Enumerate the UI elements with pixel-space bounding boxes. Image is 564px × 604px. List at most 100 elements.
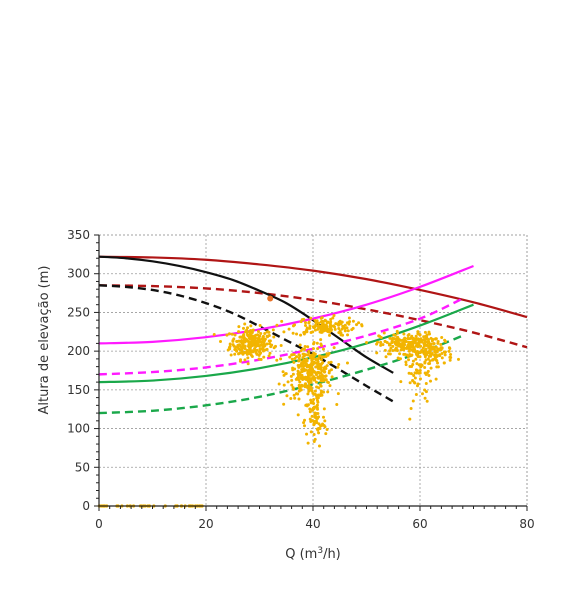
scatter-point — [254, 341, 258, 345]
scatter-point — [297, 356, 301, 360]
scatter-point — [375, 351, 379, 355]
scatter-point — [350, 328, 354, 332]
scatter-point — [262, 355, 266, 359]
scatter-point — [305, 358, 309, 362]
scatter-point — [303, 321, 307, 325]
scatter-point — [316, 407, 320, 411]
scatter-point — [239, 335, 243, 339]
curve-7 — [98, 303, 474, 384]
scatter-point — [319, 384, 323, 388]
y-tick-label: 50 — [75, 460, 90, 474]
y-axis-title: Altura de elevação (m) — [37, 266, 52, 415]
scatter-point — [326, 390, 330, 394]
scatter-point — [430, 339, 434, 343]
scatter-point — [236, 345, 240, 349]
scatter-point — [298, 380, 302, 384]
scatter-point — [404, 340, 408, 344]
scatter-point — [357, 321, 361, 325]
scatter-point — [416, 343, 420, 347]
scatter-point — [231, 343, 235, 347]
scatter-point — [233, 352, 237, 356]
scatter-point — [282, 402, 286, 406]
scatter-point — [250, 349, 254, 353]
scatter-point — [423, 396, 427, 400]
scatter-point — [324, 325, 328, 329]
scatter-point — [436, 361, 440, 365]
scatter-point — [322, 407, 326, 411]
scatter-point — [323, 419, 327, 423]
scatter-point — [310, 358, 314, 362]
y-tick-label: 350 — [67, 228, 90, 242]
scatter-point — [321, 347, 325, 351]
scatter-point — [290, 357, 294, 361]
scatter-point — [313, 415, 317, 419]
scatter-point — [329, 317, 333, 321]
scatter-point — [408, 344, 412, 348]
scatter-point — [267, 339, 271, 343]
scatter-point — [258, 324, 262, 328]
scatter-point — [432, 347, 436, 351]
scatter-point — [399, 348, 403, 352]
scatter-point — [385, 340, 389, 344]
scatter-point — [346, 333, 350, 337]
scatter-point — [290, 378, 294, 382]
scatter-point — [312, 422, 316, 426]
scatter-point — [310, 364, 314, 368]
scatter-point — [316, 324, 320, 328]
scatter-point — [423, 371, 427, 375]
scatter-point — [297, 353, 301, 357]
scatter-point — [243, 322, 247, 326]
scatter-point — [420, 392, 424, 396]
scatter-point — [343, 326, 347, 330]
scatter-point — [295, 376, 299, 380]
scatter-point — [418, 339, 422, 343]
scatter-point — [290, 383, 294, 387]
scatter-point — [440, 346, 444, 350]
scatter-point — [414, 334, 418, 338]
scatter-point — [348, 320, 352, 324]
scatter-point — [302, 424, 306, 428]
scatter-point — [402, 332, 406, 336]
scatter-point — [265, 330, 269, 334]
scatter-point — [245, 352, 249, 356]
scatter-point — [411, 379, 415, 383]
scatter-point — [444, 340, 448, 344]
scatter-point — [379, 335, 383, 339]
scatter-point — [272, 335, 276, 339]
scatter-point — [309, 430, 313, 434]
scatter-point — [422, 338, 426, 342]
scatter-point — [309, 373, 313, 377]
scatter-point — [412, 346, 416, 350]
scatter-point — [316, 364, 320, 368]
scatter-point — [299, 388, 303, 392]
scatter-point — [309, 370, 313, 374]
scatter-point — [408, 417, 412, 421]
scatter-point — [246, 356, 250, 360]
scatter-point — [424, 350, 428, 354]
scatter-point — [299, 349, 303, 353]
scatter-point — [292, 352, 296, 356]
scatter-point — [421, 346, 425, 350]
scatter-point — [394, 343, 398, 347]
scatter-point — [230, 332, 234, 336]
scatter-point — [415, 337, 419, 341]
scatter-point — [212, 332, 216, 336]
scatter-point — [397, 344, 401, 348]
scatter-point — [416, 349, 420, 353]
scatter-point — [327, 328, 331, 332]
scatter-point — [423, 355, 427, 359]
scatter-point — [433, 353, 437, 357]
scatter-point — [297, 373, 301, 377]
scatter-point — [281, 370, 285, 374]
scatter-point — [337, 326, 341, 330]
scatter-point — [442, 350, 446, 354]
scatter-point — [228, 347, 232, 351]
scatter-point — [436, 348, 440, 352]
scatter-point — [314, 373, 318, 377]
scatter-point — [414, 357, 418, 361]
scatter-point — [319, 358, 323, 362]
scatter-point — [332, 346, 336, 350]
scatter-point — [427, 332, 431, 336]
scatter-point — [312, 378, 316, 382]
scatter-point — [319, 320, 323, 324]
